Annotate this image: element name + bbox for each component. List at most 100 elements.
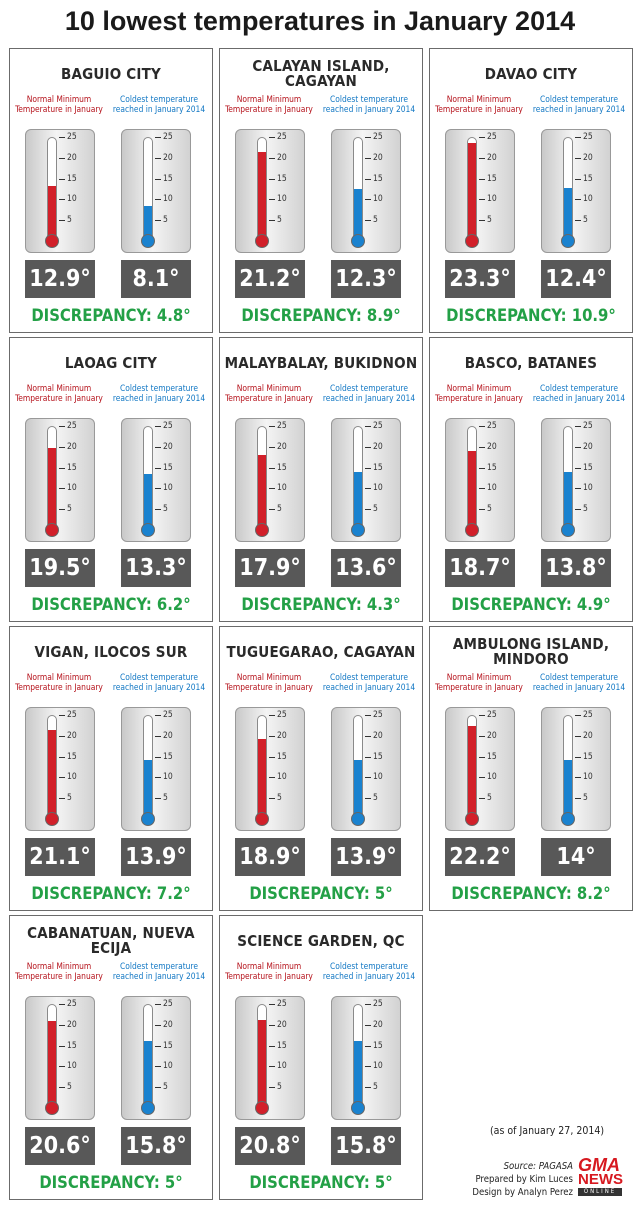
tick-label: 10 bbox=[67, 772, 77, 783]
tick-mark bbox=[365, 1087, 371, 1089]
tick-label: 10 bbox=[487, 194, 497, 205]
tick-label: 20 bbox=[277, 1019, 287, 1030]
normal-label: Normal Minimum Temperature in January bbox=[225, 383, 313, 404]
tick-label: 25 bbox=[67, 421, 77, 431]
coldest-value: 13.8° bbox=[541, 549, 611, 587]
tick-mark bbox=[575, 488, 581, 490]
tick-label: 5 bbox=[277, 1082, 282, 1093]
tick-label: 15 bbox=[277, 1040, 287, 1051]
tick-label: 25 bbox=[163, 710, 173, 720]
normal-thermometer: 5 10 15 20 25 bbox=[235, 129, 305, 253]
station-card: DAVAO CITY Normal Minimum Temperature in … bbox=[429, 48, 633, 333]
normal-value: 22.2° bbox=[445, 838, 515, 876]
coldest-mercury-bar bbox=[354, 760, 362, 818]
tick-mark bbox=[269, 777, 275, 779]
thermometer-tube bbox=[353, 1004, 363, 1108]
tick-mark bbox=[59, 1066, 65, 1068]
thermometer-tube bbox=[563, 426, 573, 530]
tick-label: 20 bbox=[373, 441, 383, 452]
tick-label: 5 bbox=[583, 793, 588, 804]
tick-label: 10 bbox=[163, 194, 173, 205]
tick-mark bbox=[575, 798, 581, 800]
tick-label: 25 bbox=[277, 421, 287, 431]
thermometer-bulb bbox=[561, 234, 575, 248]
tick-mark bbox=[575, 157, 581, 159]
normal-value: 17.9° bbox=[235, 549, 305, 587]
tick-mark bbox=[59, 446, 65, 448]
normal-thermometer: 5 10 15 20 25 bbox=[25, 996, 95, 1120]
tick-label: 25 bbox=[67, 999, 77, 1009]
tick-mark bbox=[269, 1066, 275, 1068]
thermometer-tube bbox=[353, 715, 363, 819]
discrepancy-text: DISCREPANCY: 5° bbox=[39, 1173, 183, 1192]
normal-label: Normal Minimum Temperature in January bbox=[15, 672, 103, 693]
tick-label: 10 bbox=[583, 194, 593, 205]
tick-mark bbox=[365, 798, 371, 800]
thermometer-bulb bbox=[351, 234, 365, 248]
tick-mark bbox=[365, 715, 371, 716]
discrepancy-text: DISCREPANCY: 10.9° bbox=[446, 306, 616, 325]
tick-label: 20 bbox=[163, 730, 173, 741]
tick-mark bbox=[269, 735, 275, 737]
tick-mark bbox=[269, 157, 275, 159]
tick-label: 20 bbox=[583, 441, 593, 452]
tick-mark bbox=[59, 199, 65, 201]
tick-mark bbox=[59, 178, 65, 180]
tick-label: 15 bbox=[373, 173, 383, 184]
tick-label: 25 bbox=[163, 132, 173, 142]
thermometer-bulb bbox=[351, 1101, 365, 1115]
as-of-date: (as of January 27, 2014) bbox=[490, 1125, 605, 1137]
tick-mark bbox=[269, 509, 275, 511]
tick-mark bbox=[269, 798, 275, 800]
coldest-label: Coldest temperature reached in January 2… bbox=[112, 94, 206, 115]
tick-label: 25 bbox=[277, 999, 287, 1009]
coldest-value: 13.6° bbox=[331, 549, 401, 587]
tick-mark bbox=[479, 509, 485, 511]
tick-label: 15 bbox=[487, 751, 497, 762]
discrepancy-text: DISCREPANCY: 4.3° bbox=[241, 595, 401, 614]
tick-mark bbox=[269, 756, 275, 758]
tick-label: 10 bbox=[163, 483, 173, 494]
tick-label: 10 bbox=[277, 772, 287, 783]
normal-value: 18.7° bbox=[445, 549, 515, 587]
tick-mark bbox=[155, 426, 161, 427]
thermometer-tube bbox=[257, 715, 267, 819]
tick-label: 15 bbox=[373, 1040, 383, 1051]
tick-mark bbox=[155, 735, 161, 737]
tick-label: 15 bbox=[163, 462, 173, 473]
tick-mark bbox=[155, 178, 161, 180]
normal-mercury-bar bbox=[48, 447, 56, 529]
station-card: VIGAN, ILOCOS SUR Normal Minimum Temperat… bbox=[9, 626, 213, 911]
coldest-thermometer: 5 10 15 20 25 bbox=[121, 129, 191, 253]
station-name: BAGUIO CITY bbox=[60, 64, 162, 83]
tick-mark bbox=[59, 735, 65, 737]
tick-mark bbox=[59, 777, 65, 779]
thermometer-bulb bbox=[465, 812, 479, 826]
thermometer-bulb bbox=[141, 523, 155, 537]
tick-label: 25 bbox=[373, 710, 383, 720]
normal-thermometer: 5 10 15 20 25 bbox=[235, 996, 305, 1120]
discrepancy-text: DISCREPANCY: 5° bbox=[249, 884, 393, 903]
normal-label: Normal Minimum Temperature in January bbox=[15, 94, 103, 115]
normal-thermometer: 5 10 15 20 25 bbox=[445, 707, 515, 831]
coldest-thermometer: 5 10 15 20 25 bbox=[121, 707, 191, 831]
tick-label: 15 bbox=[67, 462, 77, 473]
tick-mark bbox=[269, 446, 275, 448]
tick-mark bbox=[155, 220, 161, 222]
station-name: SCIENCE GARDEN, QC bbox=[237, 931, 405, 950]
tick-mark bbox=[155, 509, 161, 511]
tick-mark bbox=[575, 137, 581, 138]
normal-value: 21.2° bbox=[235, 260, 305, 298]
thermometer-tube bbox=[353, 137, 363, 241]
coldest-thermometer: 5 10 15 20 25 bbox=[331, 707, 401, 831]
chart-title: 10 lowest temperatures in January 2014 bbox=[64, 6, 576, 36]
tick-mark bbox=[155, 446, 161, 448]
tick-mark bbox=[59, 220, 65, 222]
station-name: AMBULONG ISLAND, MINDORO bbox=[452, 635, 610, 668]
normal-thermometer: 5 10 15 20 25 bbox=[235, 418, 305, 542]
tick-mark bbox=[365, 735, 371, 737]
tick-mark bbox=[155, 1004, 161, 1005]
coldest-value: 12.4° bbox=[541, 260, 611, 298]
coldest-label: Coldest temperature reached in January 2… bbox=[112, 672, 206, 693]
tick-mark bbox=[59, 157, 65, 159]
